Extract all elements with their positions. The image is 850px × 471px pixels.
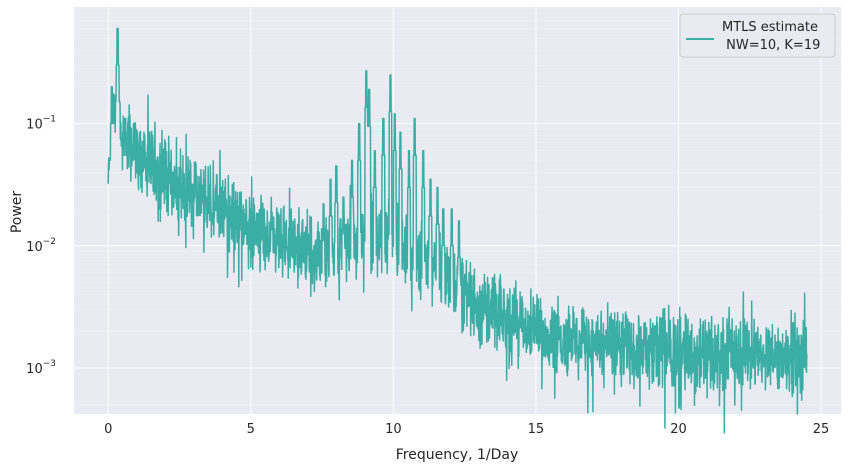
legend-label-line2: NW=10, K=19 [722,38,820,53]
x-tick-label: 20 [670,422,687,437]
y-tick-label: 10−1 [26,115,56,133]
y-tick-label: 10−2 [26,237,56,255]
series-line-mtls-estimate [107,27,808,434]
legend-box [679,13,836,58]
y-tick-label: 10−3 [26,359,56,377]
x-tick-label: 25 [813,422,830,437]
x-axis-label: Frequency, 1/Day [396,447,519,463]
x-tick-label: 0 [104,422,112,437]
x-tick-label: 10 [385,422,402,437]
x-tick-label: 15 [528,422,545,437]
y-axis-label: Power [9,191,25,234]
x-tick-label: 5 [247,422,255,437]
legend-label-line1: MTLS estimate [722,20,818,35]
legend: MTLS estimate NW=10, K=19 [679,13,836,58]
